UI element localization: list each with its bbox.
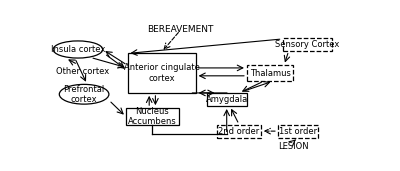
- Text: LESION: LESION: [278, 142, 309, 152]
- FancyBboxPatch shape: [282, 38, 332, 51]
- FancyBboxPatch shape: [278, 124, 318, 138]
- FancyBboxPatch shape: [206, 93, 247, 106]
- Text: Thalamus: Thalamus: [250, 69, 290, 78]
- FancyBboxPatch shape: [128, 53, 196, 93]
- FancyBboxPatch shape: [218, 124, 261, 138]
- Text: Nucleus
Accumbens: Nucleus Accumbens: [128, 107, 177, 126]
- FancyBboxPatch shape: [126, 108, 179, 125]
- Ellipse shape: [59, 84, 109, 104]
- Text: 1st order: 1st order: [279, 127, 317, 136]
- FancyBboxPatch shape: [247, 65, 293, 81]
- Text: Other cortex: Other cortex: [56, 67, 110, 76]
- Ellipse shape: [53, 41, 103, 58]
- Text: Anterior cingulate
cortex: Anterior cingulate cortex: [124, 63, 200, 83]
- Text: 2nd order: 2nd order: [218, 127, 260, 136]
- Text: Amygdala: Amygdala: [206, 95, 248, 104]
- Text: BEREAVEMENT: BEREAVEMENT: [147, 25, 213, 34]
- Text: Sensory Cortex: Sensory Cortex: [275, 40, 340, 49]
- Text: Insula cortex: Insula cortex: [51, 45, 105, 54]
- Text: Prefrontal
cortex: Prefrontal cortex: [64, 84, 105, 104]
